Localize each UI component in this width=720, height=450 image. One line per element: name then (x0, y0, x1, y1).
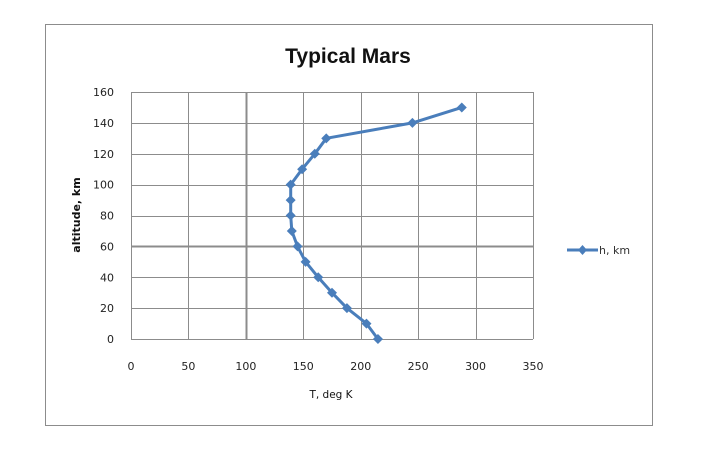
data-point-diamond-icon (300, 256, 311, 267)
y-tick-label: 160 (93, 86, 114, 99)
y-tick-label: 140 (93, 117, 114, 130)
plot-grid (131, 92, 534, 340)
data-point-diamond-icon (285, 195, 296, 206)
data-line (289, 105, 463, 340)
legend-label: h, km (599, 244, 630, 257)
legend: h, km (567, 244, 630, 257)
y-tick-label: 100 (93, 179, 114, 192)
legend-diamond-icon (578, 245, 587, 255)
x-tick-label: 250 (408, 360, 429, 373)
y-axis-label: altitude, km (70, 177, 83, 252)
x-tick-label: 100 (235, 360, 256, 373)
data-point-diamond-icon (285, 179, 296, 190)
data-point-diamond-icon (341, 303, 352, 314)
data-point-diamond-icon (292, 241, 303, 252)
series-line (285, 102, 467, 344)
data-point-diamond-icon (327, 287, 337, 298)
x-tick-label: 150 (293, 360, 314, 373)
data-point-diamond-icon (407, 117, 418, 128)
data-point-diamond-icon (456, 102, 467, 113)
data-point-diamond-icon (309, 148, 320, 159)
y-tick-label: 20 (100, 302, 114, 315)
y-tick-label: 0 (107, 333, 114, 346)
data-point-diamond-icon (372, 334, 383, 344)
chart-area (45, 24, 653, 426)
data-point-diamond-icon (361, 318, 372, 329)
x-tick-label: 300 (465, 360, 486, 373)
chart-title: Typical Mars (285, 45, 411, 68)
y-axis-ticks: 0 20 40 60 80 100 120 140 160 (93, 86, 114, 346)
x-tick-label: 0 (128, 360, 135, 373)
data-point-diamond-icon (313, 272, 324, 283)
data-point-diamond-icon (321, 133, 332, 144)
x-tick-label: 350 (523, 360, 544, 373)
y-tick-label: 80 (100, 210, 114, 223)
data-point-diamond-icon (286, 225, 297, 236)
x-axis-ticks: 0 50 100 150 200 250 300 350 (128, 360, 544, 373)
x-tick-label: 50 (181, 360, 195, 373)
y-tick-label: 120 (93, 148, 114, 161)
data-point-diamond-icon (297, 164, 308, 175)
y-tick-label: 40 (100, 271, 114, 284)
x-axis-label: T, deg K (308, 389, 353, 401)
y-tick-label: 60 (100, 240, 114, 253)
data-point-diamond-icon (285, 210, 296, 221)
x-tick-label: 200 (350, 360, 371, 373)
